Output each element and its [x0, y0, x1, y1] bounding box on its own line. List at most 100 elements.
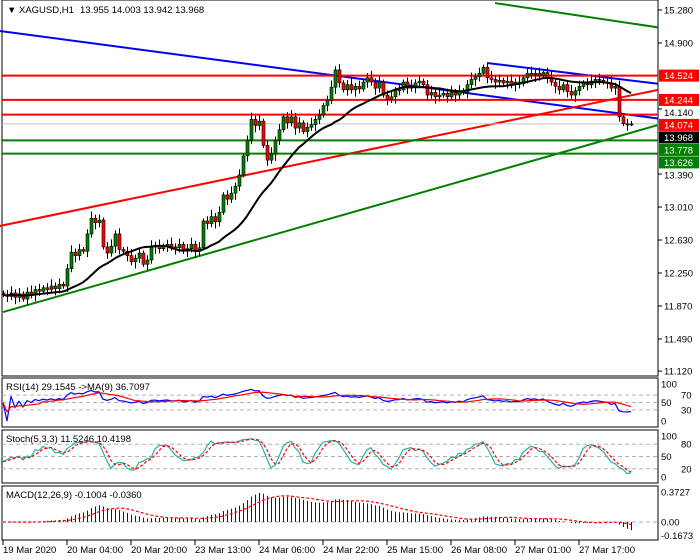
- indicator-tick-label: -0.1673: [661, 531, 693, 542]
- time-tick-label: 24 Mar 06:00: [259, 545, 315, 556]
- candle-body: [361, 81, 366, 90]
- candle: [253, 115, 258, 133]
- candle-body: [309, 124, 314, 128]
- candle-body: [469, 79, 474, 85]
- candle-body: [465, 84, 470, 93]
- candle-body: [481, 66, 486, 74]
- candle: [265, 140, 270, 166]
- candle-body: [221, 194, 226, 213]
- price-tick-label: 11.870: [664, 301, 692, 312]
- time-tick-label: 24 Mar 22:00: [323, 545, 379, 556]
- candle: [441, 90, 446, 98]
- candle: [213, 212, 218, 229]
- candle: [421, 78, 426, 88]
- candle-body: [41, 287, 46, 292]
- price-tick-label: 15.280: [664, 6, 693, 17]
- candle-body: [289, 116, 294, 124]
- stochastic-pane[interactable]: Stoch(5,3,3) 11.5246 10.4198: [1, 429, 659, 484]
- indicator-tick-label: 0.3727: [661, 487, 690, 498]
- triangle-down-icon[interactable]: ▼: [7, 5, 16, 16]
- candle-body: [209, 216, 214, 224]
- candle-body: [237, 174, 242, 187]
- candle-body: [77, 249, 82, 256]
- candle-body: [489, 77, 494, 80]
- candle-body: [405, 81, 410, 89]
- candle-body: [565, 84, 570, 92]
- candle-body: [141, 252, 146, 265]
- candle-body: [137, 252, 142, 259]
- candle-body: [81, 249, 86, 252]
- candle: [205, 216, 210, 230]
- price-level-badge: [659, 69, 699, 82]
- price-tick-label: 13.390: [664, 170, 693, 181]
- candle-body: [389, 96, 394, 100]
- candle: [433, 88, 438, 104]
- candle-body: [285, 116, 290, 124]
- candle: [209, 209, 214, 228]
- candle: [41, 285, 46, 294]
- candle-body: [393, 90, 398, 98]
- candle-body: [613, 86, 618, 89]
- candle-body: [573, 90, 578, 96]
- candle-body: [213, 216, 218, 223]
- trendline: [494, 2, 659, 29]
- candle: [105, 242, 110, 259]
- candle: [257, 115, 262, 131]
- stoch-main-line: [2, 438, 632, 475]
- candle-body: [537, 73, 542, 77]
- candle-body: [49, 285, 54, 290]
- candle: [357, 80, 362, 94]
- candle-body: [257, 120, 262, 126]
- price-tick-label: 13.010: [664, 203, 693, 214]
- candle-body: [133, 257, 138, 263]
- candle-body: [249, 119, 254, 141]
- candle: [93, 214, 98, 230]
- current-price-label: 13.968: [664, 133, 693, 144]
- candle-body: [337, 69, 342, 84]
- trendline: [0, 88, 659, 227]
- candle-body: [189, 244, 194, 250]
- candle: [293, 113, 298, 135]
- candle: [277, 124, 282, 145]
- price-tick-label: 11.120: [664, 367, 692, 378]
- candle: [297, 117, 302, 133]
- candle: [121, 246, 126, 254]
- candle-body: [229, 192, 234, 200]
- candle-body: [485, 66, 490, 79]
- candle: [81, 246, 86, 254]
- candle-body: [365, 77, 370, 83]
- candle: [321, 102, 326, 118]
- candle: [473, 73, 478, 87]
- time-axis[interactable]: 19 Mar 2020 20 Mar 04:00 20 Mar 20:00 23 Ma…: [2, 540, 635, 556]
- candle-body: [97, 219, 102, 223]
- candle-body: [593, 79, 598, 82]
- candle: [529, 66, 534, 79]
- candle-body: [581, 82, 586, 87]
- candle: [557, 80, 562, 95]
- candle-body: [281, 116, 286, 131]
- stoch-title: Stoch(5,3,3) 11.5246 10.4198: [6, 434, 131, 445]
- price-pane[interactable]: ▼ XAGUSD,H1 13.955 14.003 13.942 13.968: [0, 0, 659, 377]
- candle-body: [381, 81, 386, 96]
- candle-body: [265, 145, 270, 161]
- candle: [269, 147, 274, 164]
- price-level-badge: [659, 156, 699, 169]
- candle: [221, 192, 226, 215]
- candle-body: [233, 185, 238, 194]
- rsi-pane[interactable]: RSI(14) 29.1545 ->MA(9) 36.7097: [1, 377, 659, 428]
- rsi-ma-line: [2, 391, 632, 413]
- price-tick-label: 14.900: [664, 38, 693, 49]
- candle: [133, 254, 138, 269]
- rsi-title: RSI(14) 29.1545 ->MA(9) 36.7097: [6, 382, 150, 393]
- candle-body: [85, 233, 90, 252]
- candle: [329, 80, 334, 104]
- candle: [333, 66, 338, 95]
- macd-pane[interactable]: MACD(12,26,9) -0.1004 -0.0360: [1, 485, 659, 541]
- indicator-tick-label: 70: [681, 391, 692, 402]
- candle: [565, 79, 570, 98]
- candle-body: [529, 73, 534, 76]
- candle-body: [301, 122, 306, 132]
- candle-body: [341, 82, 346, 91]
